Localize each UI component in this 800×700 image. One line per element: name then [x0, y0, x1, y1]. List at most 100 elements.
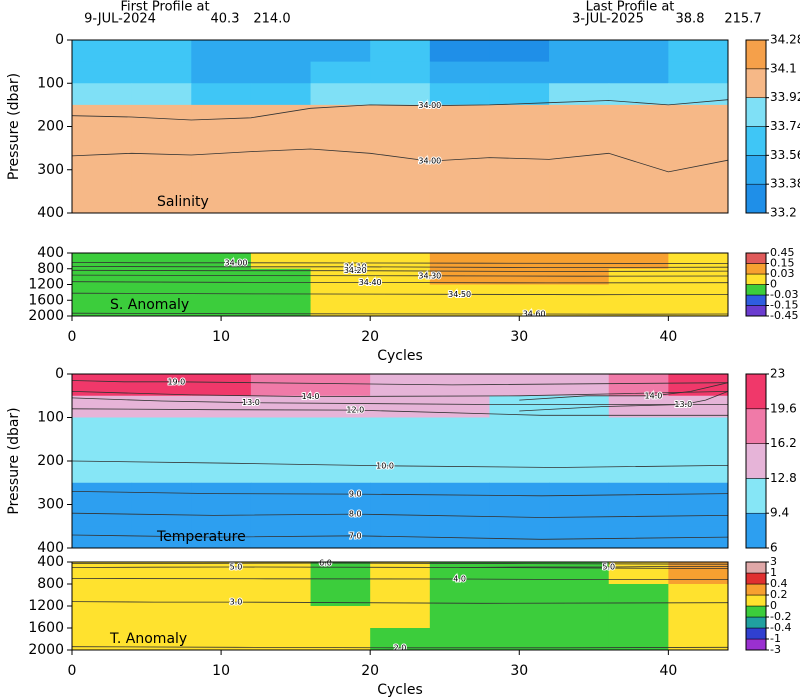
cell — [668, 104, 729, 127]
colorbar-bin — [745, 572, 767, 585]
colorbar-bin — [745, 561, 767, 574]
y-tick-label: 200 — [37, 119, 64, 135]
cell — [131, 504, 192, 527]
cell — [191, 104, 252, 127]
cell — [608, 83, 669, 106]
contour-label: 9.0 — [349, 490, 362, 499]
cell — [549, 40, 610, 63]
cell — [668, 562, 729, 585]
cell — [250, 191, 312, 214]
cell — [549, 439, 610, 462]
cell — [131, 284, 192, 301]
cell — [549, 504, 610, 527]
colorbar-tick-label: -0.15 — [770, 299, 798, 312]
cell — [310, 40, 371, 63]
cell — [668, 461, 729, 484]
colorbar-tick-label: 3 — [770, 555, 777, 568]
cell — [131, 83, 192, 106]
contour-label: 7.0 — [349, 531, 362, 540]
colorbar-tick-label: -0.45 — [770, 309, 798, 322]
cell — [72, 461, 133, 484]
cell — [370, 300, 431, 317]
cell — [310, 439, 371, 462]
panel-label: Temperature — [156, 529, 246, 545]
cell — [131, 191, 192, 214]
cell — [191, 83, 252, 106]
cell — [668, 300, 729, 317]
contour-line — [71, 566, 729, 569]
cell — [668, 439, 729, 462]
cell — [429, 395, 490, 418]
colorbar-bin — [745, 252, 767, 264]
cell — [489, 417, 550, 440]
cell — [310, 628, 371, 651]
cell — [72, 40, 133, 63]
cell — [131, 526, 192, 549]
y-axis-label: Pressure (dbar) — [6, 407, 22, 514]
colorbar-bin — [745, 408, 767, 444]
x-tick-label: 20 — [361, 663, 379, 679]
cell — [549, 526, 610, 549]
cell — [72, 562, 133, 585]
panel-label: Salinity — [157, 194, 209, 210]
x-tick-label: 10 — [212, 329, 230, 345]
contour-label: 14.0 — [645, 391, 663, 400]
contour-label: 19.0 — [167, 377, 185, 386]
contour-label: 5.0 — [602, 562, 615, 571]
y-tick-label: 400 — [37, 554, 64, 570]
contour-label: 13.0 — [674, 400, 692, 409]
cell — [489, 461, 550, 484]
last-lon: 215.7 — [724, 12, 761, 27]
cell — [608, 253, 669, 270]
colorbar-tick-label: 12.8 — [770, 471, 797, 485]
cell — [370, 606, 431, 629]
y-tick-label: 400 — [37, 245, 64, 261]
cell — [370, 461, 431, 484]
colorbar-bin — [745, 478, 767, 514]
cell — [310, 504, 371, 527]
cell — [250, 606, 312, 629]
cell — [370, 504, 431, 527]
cell — [370, 284, 431, 301]
contour-line — [71, 274, 729, 277]
cell — [370, 83, 431, 106]
colorbar-bin — [745, 443, 767, 479]
panel — [72, 374, 729, 549]
cell — [370, 439, 431, 462]
last-date: 3-JUL-2025 — [572, 12, 644, 27]
cell — [131, 374, 192, 397]
colorbar-tick-label: 16.2 — [770, 436, 797, 450]
cell — [668, 61, 729, 84]
cell — [72, 606, 133, 629]
cell — [608, 584, 669, 607]
y-tick-label: 1200 — [28, 598, 64, 614]
colorbar-bin — [745, 294, 767, 306]
contour-label: 34.10 — [344, 262, 367, 271]
cell — [191, 61, 252, 84]
first-lat: 40.3 — [211, 12, 240, 27]
contour-label: 5.0 — [230, 562, 243, 571]
contour-label: 34.00 — [418, 101, 441, 110]
contour-label: 8.0 — [349, 510, 362, 519]
contour-line — [71, 534, 729, 540]
colorbar-bin — [745, 284, 767, 296]
contour-line — [71, 562, 729, 565]
cell — [489, 395, 550, 418]
cell — [429, 439, 490, 462]
cell — [191, 40, 252, 63]
cell — [489, 374, 550, 397]
contour-line — [71, 512, 729, 518]
contour-line — [71, 148, 729, 173]
cell — [489, 104, 550, 127]
colorbar-tick-label: 0.2 — [770, 588, 788, 601]
colorbar-bin — [745, 263, 767, 275]
cell — [72, 300, 133, 317]
colorbar-tick-label: 33.92 — [770, 90, 800, 104]
y-tick-label: 1600 — [28, 292, 64, 308]
y-tick-label: 0 — [55, 32, 64, 48]
cell — [191, 253, 252, 270]
cell — [131, 461, 192, 484]
cell — [608, 300, 669, 317]
cell — [370, 584, 431, 607]
x-tick-label: 40 — [659, 663, 677, 679]
